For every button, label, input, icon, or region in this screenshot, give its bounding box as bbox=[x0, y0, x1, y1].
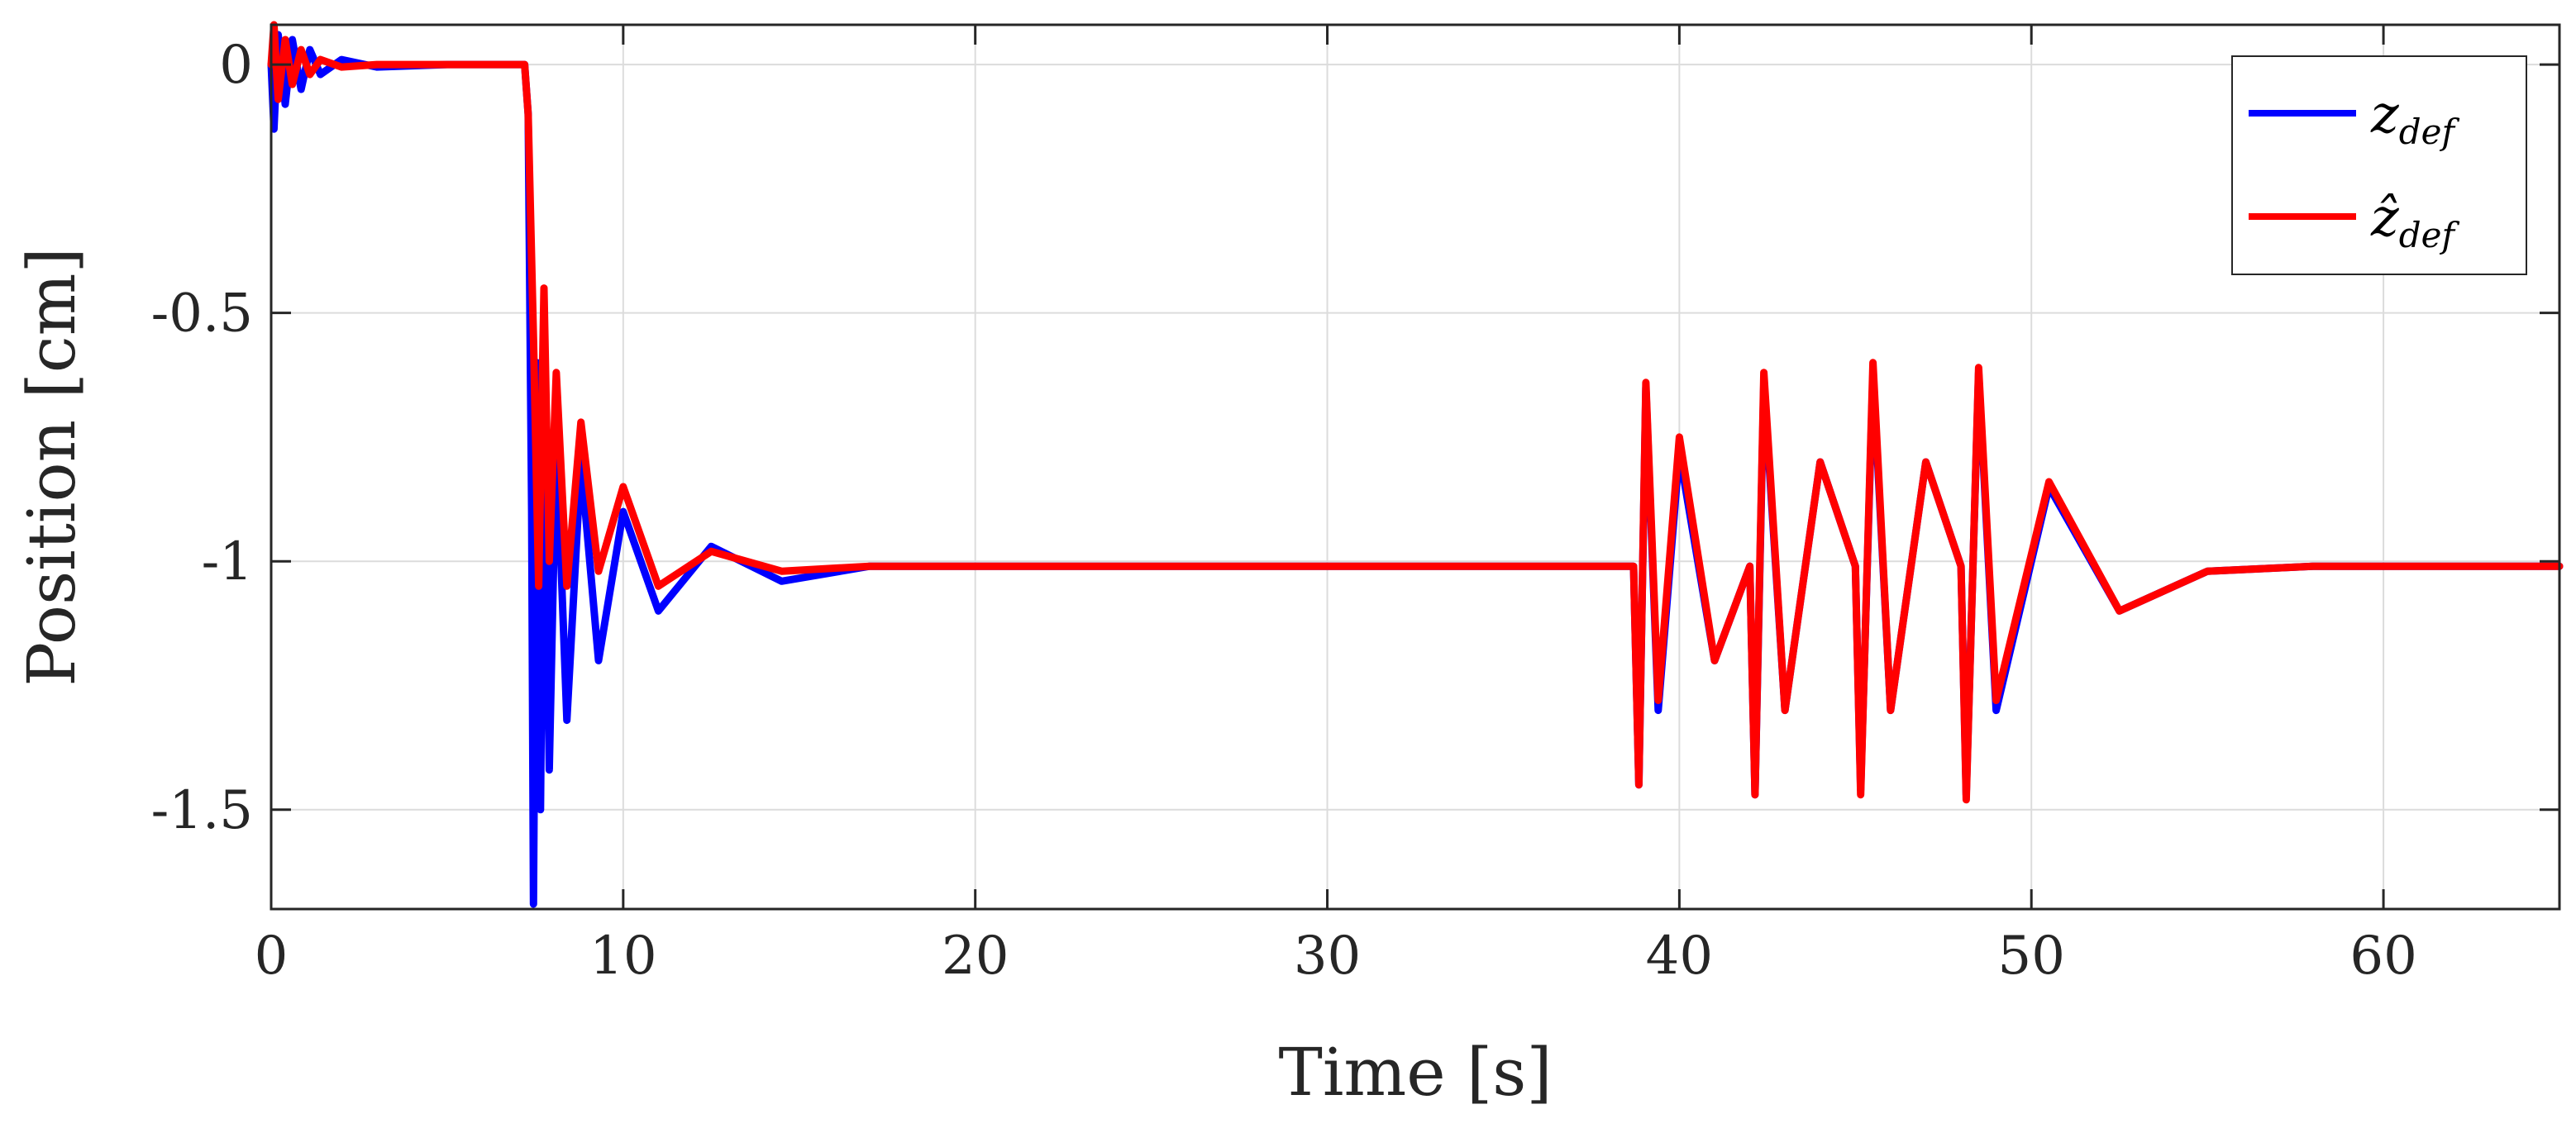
x-tick-label: 60 bbox=[2349, 926, 2416, 987]
x-axis-label: Time [s] bbox=[1278, 1034, 1552, 1111]
legend-label-z-def: zdef bbox=[2370, 84, 2459, 152]
x-tick-label: 0 bbox=[255, 926, 289, 987]
legend-label-z-def-base: z bbox=[2370, 84, 2400, 145]
legend-label-z-def-sub: def bbox=[2399, 112, 2460, 152]
x-tick-label: 10 bbox=[589, 926, 656, 987]
y-tick-label: -1.5 bbox=[151, 780, 253, 841]
x-tick-labels: 0 10 20 30 40 50 60 bbox=[255, 926, 2417, 987]
x-tick-label: 40 bbox=[1646, 926, 1713, 987]
axes-box bbox=[270, 23, 2561, 911]
y-tick-label: -0.5 bbox=[151, 283, 253, 345]
x-tick-label: 30 bbox=[1294, 926, 1361, 987]
x-tick-label: 20 bbox=[942, 926, 1009, 987]
y-tick-label: 0 bbox=[219, 35, 253, 96]
legend-label-zhat-def-base: ẑ bbox=[2370, 188, 2400, 249]
grid bbox=[270, 25, 2559, 909]
series-line-zhat-def bbox=[267, 21, 2564, 804]
legend[interactable]: zdef ẑdef bbox=[2231, 55, 2527, 275]
y-tick-labels: 0 -0.5 -1 -1.5 bbox=[151, 35, 253, 841]
plot-area bbox=[271, 25, 2559, 909]
y-tick-label: -1 bbox=[202, 531, 253, 593]
series-layer bbox=[267, 21, 2564, 908]
x-tick-label: 50 bbox=[1998, 926, 2065, 987]
legend-label-zhat-def: ẑdef bbox=[2370, 188, 2459, 255]
ticks bbox=[270, 25, 2559, 909]
legend-box bbox=[2231, 55, 2527, 275]
legend-label-zhat-def-sub: def bbox=[2399, 215, 2460, 255]
y-axis-label: Position [cm] bbox=[13, 247, 90, 686]
